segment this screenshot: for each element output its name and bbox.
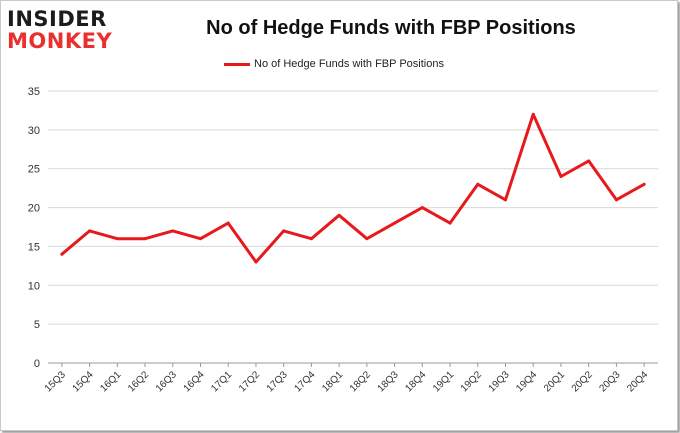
x-tick-label: 19Q1 bbox=[431, 369, 456, 394]
data-point bbox=[337, 213, 341, 217]
data-point bbox=[559, 174, 563, 178]
data-point bbox=[115, 237, 119, 241]
x-tick-label: 19Q3 bbox=[487, 369, 512, 394]
data-point bbox=[476, 182, 480, 186]
y-tick-label: 15 bbox=[28, 241, 40, 253]
data-point bbox=[143, 237, 147, 241]
x-tick-label: 20Q1 bbox=[542, 369, 567, 394]
y-tick-label: 10 bbox=[28, 280, 40, 292]
x-tick-label: 18Q2 bbox=[348, 369, 373, 394]
x-tick-label: 18Q3 bbox=[376, 369, 401, 394]
data-point bbox=[587, 159, 591, 163]
data-point bbox=[60, 252, 64, 256]
y-tick-label: 0 bbox=[34, 358, 40, 370]
x-tick-label: 20Q4 bbox=[625, 369, 650, 394]
x-tick-label: 16Q1 bbox=[98, 369, 123, 394]
x-tick-label: 16Q4 bbox=[182, 369, 207, 394]
x-tick-label: 19Q4 bbox=[514, 369, 539, 394]
x-tick-label: 17Q1 bbox=[209, 369, 234, 394]
data-point bbox=[448, 221, 452, 225]
data-point bbox=[309, 237, 313, 241]
data-point bbox=[531, 112, 535, 116]
x-tick-label: 17Q4 bbox=[292, 369, 317, 394]
x-tick-label: 20Q2 bbox=[570, 369, 595, 394]
legend-swatch bbox=[224, 62, 250, 66]
y-tick-label: 5 bbox=[34, 319, 40, 331]
y-axis-ticks: 0 5 10 15 20 25 30 35 bbox=[28, 86, 40, 370]
data-point bbox=[504, 198, 507, 202]
chart-legend: No of Hedge Funds with FBP Positions bbox=[224, 56, 444, 72]
data-point bbox=[420, 206, 424, 210]
data-point bbox=[199, 237, 202, 241]
series-line bbox=[60, 112, 646, 264]
x-tick-label: 15Q3 bbox=[43, 369, 68, 394]
data-point bbox=[254, 260, 258, 264]
x-tick-label: 18Q1 bbox=[320, 369, 345, 394]
data-point bbox=[365, 237, 369, 241]
logo-line-2: MONKEY bbox=[7, 29, 113, 53]
data-point bbox=[88, 229, 92, 233]
logo-line-1: INSIDER bbox=[7, 7, 107, 31]
y-tick-label: 35 bbox=[28, 86, 40, 98]
x-axis-ticks: 15Q3 15Q4 16Q1 16Q2 16Q3 16Q4 17Q1 17Q2 17Q3 17Q4… bbox=[43, 363, 651, 394]
series-layer bbox=[60, 112, 646, 264]
y-tick-label: 30 bbox=[28, 125, 40, 137]
x-tick-label: 17Q2 bbox=[237, 369, 262, 394]
data-point bbox=[614, 198, 618, 202]
x-tick-label: 20Q3 bbox=[597, 369, 622, 394]
insider-monkey-logo: INSIDER MONKEY bbox=[7, 9, 129, 52]
y-tick-label: 20 bbox=[28, 203, 40, 215]
grid-lines bbox=[48, 90, 658, 364]
x-tick-label: 16Q2 bbox=[126, 369, 151, 394]
data-point bbox=[282, 229, 286, 233]
x-tick-label: 15Q4 bbox=[71, 369, 96, 394]
x-tick-label: 16Q3 bbox=[154, 369, 179, 394]
x-tick-label: 17Q3 bbox=[265, 369, 290, 394]
x-tick-label: 19Q2 bbox=[459, 369, 484, 394]
data-point bbox=[393, 221, 397, 225]
data-point bbox=[171, 229, 175, 233]
y-tick-label: 25 bbox=[28, 164, 40, 176]
chart-title: No of Hedge Funds with FBP Positions bbox=[206, 17, 576, 39]
data-point bbox=[642, 182, 646, 186]
data-point bbox=[226, 221, 230, 225]
legend-label: No of Hedge Funds with FBP Positions bbox=[254, 58, 444, 70]
x-tick-label: 18Q4 bbox=[403, 369, 428, 394]
